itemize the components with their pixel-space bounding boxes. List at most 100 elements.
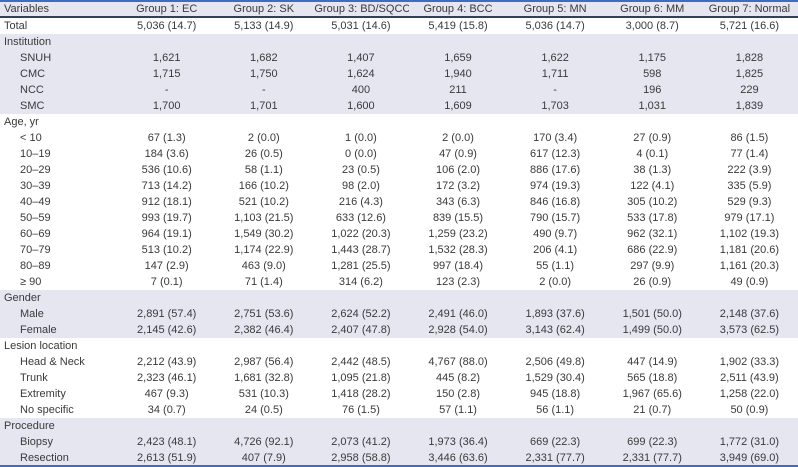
value-cell: 1,839: [700, 98, 798, 114]
value-cell: 1,703: [506, 98, 604, 114]
value-cell: 536 (10.6): [141, 164, 192, 176]
value-cell: 147 (2.9): [144, 260, 189, 272]
empty-cell: [701, 338, 798, 354]
value-cell: 1,031: [603, 98, 701, 114]
data-row-cmc: CMC 1,715 1,750 1,624 1,940 1,711 598 1,825: [0, 66, 798, 82]
row-label: SNUH: [0, 50, 119, 66]
value-cell: 1,681 (32.8): [234, 372, 294, 384]
value-cell: 4 (0.1): [636, 148, 669, 160]
value-cell: 2,323 (46.1): [137, 372, 197, 384]
section-header-row-age-yr: Age, yr: [0, 114, 798, 130]
value-cell: 521 (10.2): [238, 196, 289, 208]
value-cell: 1,902 (33.3): [719, 356, 780, 368]
value-cell: 964 (19.1): [141, 228, 192, 240]
value-cell: 846 (16.8): [530, 196, 581, 208]
value-cell: 1,715: [118, 66, 216, 82]
data-row-no-specific: No specific 34 (0.7) 24 (0.5) 76 (1.5) 57 (1…: [0, 402, 798, 418]
value-cell: 1,701: [215, 98, 313, 114]
value-cell: 1,682: [215, 50, 313, 66]
data-row-70-79: 70–79 513 (10.2) 1,174 (22.9) 1,443 (28.7) 1…: [0, 242, 798, 258]
value-cell: 2,212 (43.9): [137, 356, 197, 368]
value-cell: 26 (0.9): [633, 276, 672, 288]
section-header-row-lesion-location: Lesion location: [0, 338, 798, 354]
value-cell: 0 (0.0): [345, 148, 377, 160]
value-cell: 529 (9.3): [727, 196, 772, 208]
data-row-10: < 10 67 (1.3) 2 (0.0) 1 (0.0) 2 (0.0) 170 (3.…: [0, 130, 798, 146]
column-header-group4-bcc: Group 4: BCC: [409, 2, 507, 18]
row-label: 80–89: [20, 260, 51, 272]
value-cell: 2 (0.0): [247, 132, 280, 144]
empty-cell: [215, 114, 312, 130]
column-header-group3-bd-sqcc: Group 3: BD/SQCC: [312, 2, 410, 18]
value-cell: 1,532 (28.3): [428, 244, 488, 256]
section-header-label: Procedure: [0, 418, 119, 434]
empty-cell: [215, 338, 312, 354]
value-cell: 216 (4.3): [338, 196, 383, 208]
empty-cell: [118, 290, 216, 306]
column-header-group6-mm: Group 6: MM: [603, 2, 701, 18]
row-label: NCC: [0, 82, 119, 98]
data-row-ncc: NCC - -400 211-196 229: [0, 82, 798, 98]
value-cell: 565 (18.8): [627, 372, 678, 384]
value-cell: 945 (18.8): [530, 388, 581, 400]
row-label: < 10: [20, 132, 42, 144]
value-cell: 617 (12.3): [530, 148, 581, 160]
value-cell: 993 (19.7): [141, 212, 192, 224]
value-cell: 1,095 (21.8): [331, 372, 391, 384]
empty-cell: [701, 114, 798, 130]
value-cell: -: [506, 82, 604, 98]
data-row-80-89: 80–89 147 (2.9) 463 (9.0) 1,281 (25.5) 997 (…: [0, 258, 798, 274]
row-label: 50–59: [20, 212, 51, 224]
data-row-60-69: 60–69 964 (19.1) 1,549 (30.2) 1,022 (20.3) 1…: [0, 226, 798, 242]
section-header-row-gender: Gender: [0, 290, 798, 306]
value-cell: 4,767 (88.0): [428, 356, 488, 368]
value-cell: 5,721 (16.6): [719, 20, 780, 32]
row-label: 70–79: [20, 244, 51, 256]
value-cell: 184 (3.6): [144, 148, 189, 160]
value-cell: 26 (0.5): [244, 148, 283, 160]
empty-cell: [409, 114, 506, 130]
value-cell: 467 (9.3): [144, 388, 189, 400]
value-cell: 170 (3.4): [533, 132, 578, 144]
value-cell: 1,622: [506, 50, 604, 66]
value-cell: 86 (1.5): [730, 132, 769, 144]
empty-cell: [603, 34, 701, 50]
row-label: Biopsy: [0, 434, 119, 450]
value-cell: 1,259 (23.2): [428, 228, 488, 240]
data-row-90: ≥ 90 7 (0.1) 71 (1.4) 314 (6.2) 123 (2.3) 2 (…: [0, 274, 798, 290]
value-cell: 1,600: [312, 98, 410, 114]
empty-cell: [604, 114, 701, 130]
value-cell: 5,036 (14.7): [137, 20, 197, 32]
value-cell: 58 (1.1): [244, 164, 283, 176]
value-cell: 57 (1.1): [439, 404, 477, 416]
value-cell: 1,103 (21.5): [234, 212, 294, 224]
value-cell: 2,506 (49.8): [525, 356, 585, 368]
value-cell: 1,893 (37.6): [506, 306, 604, 322]
row-label: No specific: [20, 404, 74, 416]
value-cell: 150 (2.8): [436, 388, 481, 400]
value-cell: 1,700: [118, 98, 216, 114]
value-cell: 1,501 (50.0): [603, 306, 701, 322]
value-cell: 839 (15.5): [432, 212, 484, 224]
value-cell: 77 (1.4): [730, 148, 769, 160]
empty-cell: [604, 338, 701, 354]
column-header-group2-sk: Group 2: SK: [215, 2, 313, 18]
value-cell: 2,751 (53.6): [215, 306, 313, 322]
data-row-head-neck: Head & Neck 2,212 (43.9) 2,987 (56.4) 2,442…: [0, 354, 798, 370]
data-row-50-59: 50–59 993 (19.7) 1,103 (21.5) 633 (12.6) 839…: [0, 210, 798, 226]
value-cell: 1,022 (20.3): [331, 228, 391, 240]
value-cell: 1,418 (28.2): [331, 388, 391, 400]
value-cell: 1,174 (22.9): [234, 244, 294, 256]
value-cell: 1,529 (30.4): [525, 372, 585, 384]
value-cell: 2,624 (52.2): [312, 306, 410, 322]
value-cell: 27 (0.9): [633, 132, 672, 144]
value-cell: 2,613 (51.9): [118, 450, 216, 465]
value-cell: 24 (0.5): [244, 404, 283, 416]
value-cell: 2,987 (56.4): [234, 356, 294, 368]
row-label: 40–49: [20, 196, 51, 208]
value-cell: 229: [700, 82, 798, 98]
value-cell: 2,928 (54.0): [409, 322, 507, 338]
value-cell: -: [118, 82, 216, 98]
value-cell: 1,967 (65.6): [622, 388, 682, 400]
value-cell: 669 (22.3): [506, 434, 604, 450]
